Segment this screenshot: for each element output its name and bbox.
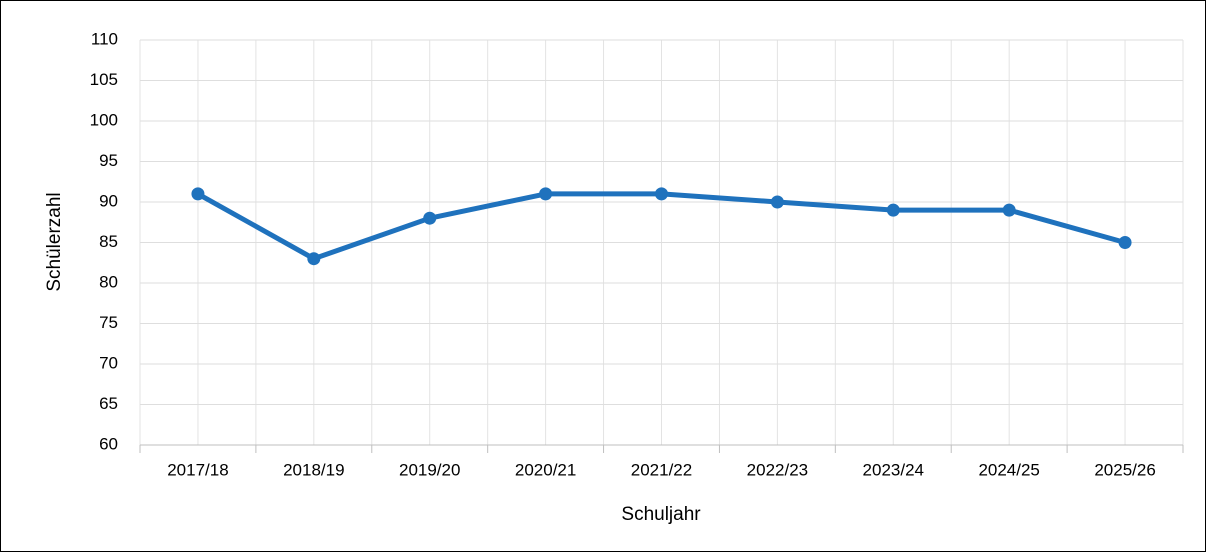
y-tick-label: 65 bbox=[99, 394, 118, 413]
x-tick-label: 2017/18 bbox=[167, 460, 228, 479]
y-tick-label: 90 bbox=[99, 191, 118, 210]
y-tick-label: 75 bbox=[99, 313, 118, 332]
marker bbox=[886, 203, 900, 217]
y-tick-label: 95 bbox=[99, 151, 118, 170]
x-tick-label: 2018/19 bbox=[283, 460, 344, 479]
marker bbox=[307, 252, 321, 266]
x-tick-label: 2025/26 bbox=[1094, 460, 1155, 479]
x-tick-label: 2022/23 bbox=[747, 460, 808, 479]
y-tick-label: 105 bbox=[90, 70, 118, 89]
y-tick-label: 100 bbox=[90, 110, 118, 129]
x-tick-label: 2024/25 bbox=[978, 460, 1039, 479]
y-tick-label: 70 bbox=[99, 353, 118, 372]
x-tick-label: 2020/21 bbox=[515, 460, 576, 479]
marker bbox=[1118, 236, 1132, 249]
marker bbox=[1002, 203, 1016, 217]
y-tick-label: 80 bbox=[99, 272, 118, 291]
x-axis-label: Schuljahr bbox=[621, 504, 701, 525]
x-tick-label: 2021/22 bbox=[631, 460, 692, 479]
y-axis-label: Schülerzahl bbox=[44, 192, 65, 291]
y-tick-label: 60 bbox=[99, 434, 118, 453]
y-tick-label: 110 bbox=[91, 29, 118, 48]
marker bbox=[191, 187, 205, 201]
marker bbox=[539, 187, 553, 201]
marker bbox=[655, 187, 668, 201]
x-tick-label: 2019/20 bbox=[399, 460, 460, 479]
x-tick-label: 2023/24 bbox=[863, 460, 924, 479]
marker bbox=[770, 195, 784, 209]
marker bbox=[423, 211, 437, 225]
y-tick-label: 85 bbox=[99, 232, 118, 251]
